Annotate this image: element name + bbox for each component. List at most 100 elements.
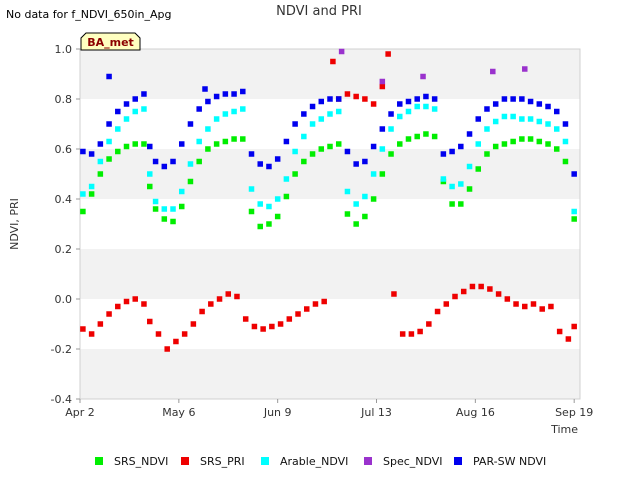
par-sw-ndvi-point [475, 116, 482, 122]
par-sw-ndvi-point [248, 151, 255, 157]
srs-ndvi-point [123, 143, 130, 150]
arable-ndvi-point [553, 126, 560, 132]
arable-ndvi-point [440, 176, 447, 182]
srs-ndvi-point [379, 171, 386, 177]
station-badge-shape [80, 32, 141, 51]
srs-pri-point [487, 286, 493, 292]
arable-ndvi-point [274, 196, 281, 202]
srs-pri-point [330, 58, 336, 65]
par-sw-ndvi-point [510, 96, 516, 102]
srs-pri-point [443, 301, 450, 307]
arable-ndvi-point [248, 186, 255, 192]
srs-ndvi-point [301, 158, 307, 165]
arable-ndvi-point [466, 163, 473, 170]
no-data-note: No data for f_NDVI_650in_Apg [6, 8, 172, 21]
srs-ndvi-point [240, 136, 246, 142]
srs-pri-point [408, 331, 415, 337]
par-sw-ndvi-point [362, 158, 368, 165]
srs-ndvi-point [309, 151, 316, 157]
srs-ndvi-point [458, 201, 464, 207]
grid-band [80, 249, 580, 299]
arable-ndvi-point [141, 106, 147, 112]
srs-ndvi-point [519, 136, 525, 142]
srs-ndvi-point [106, 156, 112, 162]
par-sw-ndvi-point [492, 101, 499, 107]
par-sw-ndvi-point [458, 143, 464, 150]
par-sw-ndvi-point [141, 91, 147, 97]
grid-band [80, 149, 580, 199]
par-sw-ndvi-point [231, 91, 237, 97]
spec-ndvi-point [420, 73, 426, 80]
par-sw-ndvi-point [318, 98, 325, 105]
arable-ndvi-point [205, 126, 211, 132]
arable-ndvi-point [196, 138, 202, 145]
arable-ndvi-point [492, 118, 499, 125]
srs-ndvi-point [362, 213, 368, 220]
srs-ndvi-point [431, 133, 438, 140]
srs-pri-point [199, 308, 205, 315]
srs-pri-point [132, 296, 138, 302]
par-sw-ndvi-point [527, 98, 534, 105]
legend-swatch [95, 457, 103, 465]
par-sw-ndvi-point [501, 96, 508, 102]
y-tick-label: 0.2 [55, 243, 73, 256]
srs-pri-point [565, 336, 572, 342]
arable-ndvi-point [170, 206, 176, 212]
arable-ndvi-point [240, 106, 246, 112]
par-sw-ndvi-point [292, 121, 298, 127]
par-sw-ndvi-point [283, 138, 290, 145]
spec-ndvi-point [338, 48, 345, 55]
srs-ndvi-point [335, 141, 342, 147]
par-sw-ndvi-point [205, 98, 211, 105]
par-sw-ndvi-point [161, 163, 168, 170]
srs-pri-point [88, 331, 95, 337]
par-sw-ndvi-point [202, 86, 208, 92]
par-sw-ndvi-point [414, 96, 420, 102]
arable-ndvi-point [301, 133, 307, 140]
srs-pri-point [295, 311, 301, 317]
arable-ndvi-point [283, 176, 290, 182]
x-tick-label: Jun 9 [263, 406, 292, 419]
srs-ndvi-point [274, 213, 281, 220]
srs-pri-point [478, 283, 484, 290]
arable-ndvi-point [458, 181, 464, 187]
srs-ndvi-point [545, 141, 551, 147]
legend-label: Arable_NDVI [280, 455, 348, 468]
srs-pri-point [181, 331, 188, 337]
srs-ndvi-point [292, 171, 298, 177]
grid-band [80, 349, 580, 399]
arable-ndvi-point [423, 103, 429, 110]
srs-ndvi-point [196, 158, 202, 165]
srs-pri-point [321, 298, 327, 305]
spec-ndvi-point [490, 68, 496, 75]
legend-swatch [181, 457, 189, 465]
arable-ndvi-point [388, 126, 394, 132]
par-sw-ndvi-point [466, 131, 473, 137]
par-sw-ndvi-point [196, 106, 202, 112]
chart-title: NDVI and PRI [276, 4, 362, 19]
y-tick-label: 0.6 [55, 143, 73, 156]
y-tick-label: 0.8 [55, 93, 73, 106]
srs-ndvi-point [187, 178, 194, 185]
srs-ndvi-point [466, 186, 473, 192]
srs-ndvi-point [141, 141, 147, 147]
srs-pri-point [385, 51, 391, 57]
srs-ndvi-point [423, 131, 429, 137]
srs-pri-point [513, 301, 519, 307]
srs-pri-point [190, 321, 197, 327]
par-sw-ndvi-point [106, 121, 112, 127]
srs-pri-point [399, 331, 406, 337]
srs-ndvi-point [132, 141, 138, 147]
par-sw-ndvi-point [123, 101, 130, 107]
arable-ndvi-point [147, 171, 153, 177]
legend-swatch [261, 457, 269, 465]
legend-label: SRS_NDVI [114, 455, 168, 468]
arable-ndvi-point [484, 126, 490, 132]
srs-ndvi-point [501, 141, 508, 147]
par-sw-ndvi-point [152, 158, 159, 165]
x-tick-label: May 6 [162, 406, 195, 419]
par-sw-ndvi-point [309, 103, 316, 110]
srs-ndvi-point [370, 196, 377, 202]
arable-ndvi-point [397, 113, 403, 120]
